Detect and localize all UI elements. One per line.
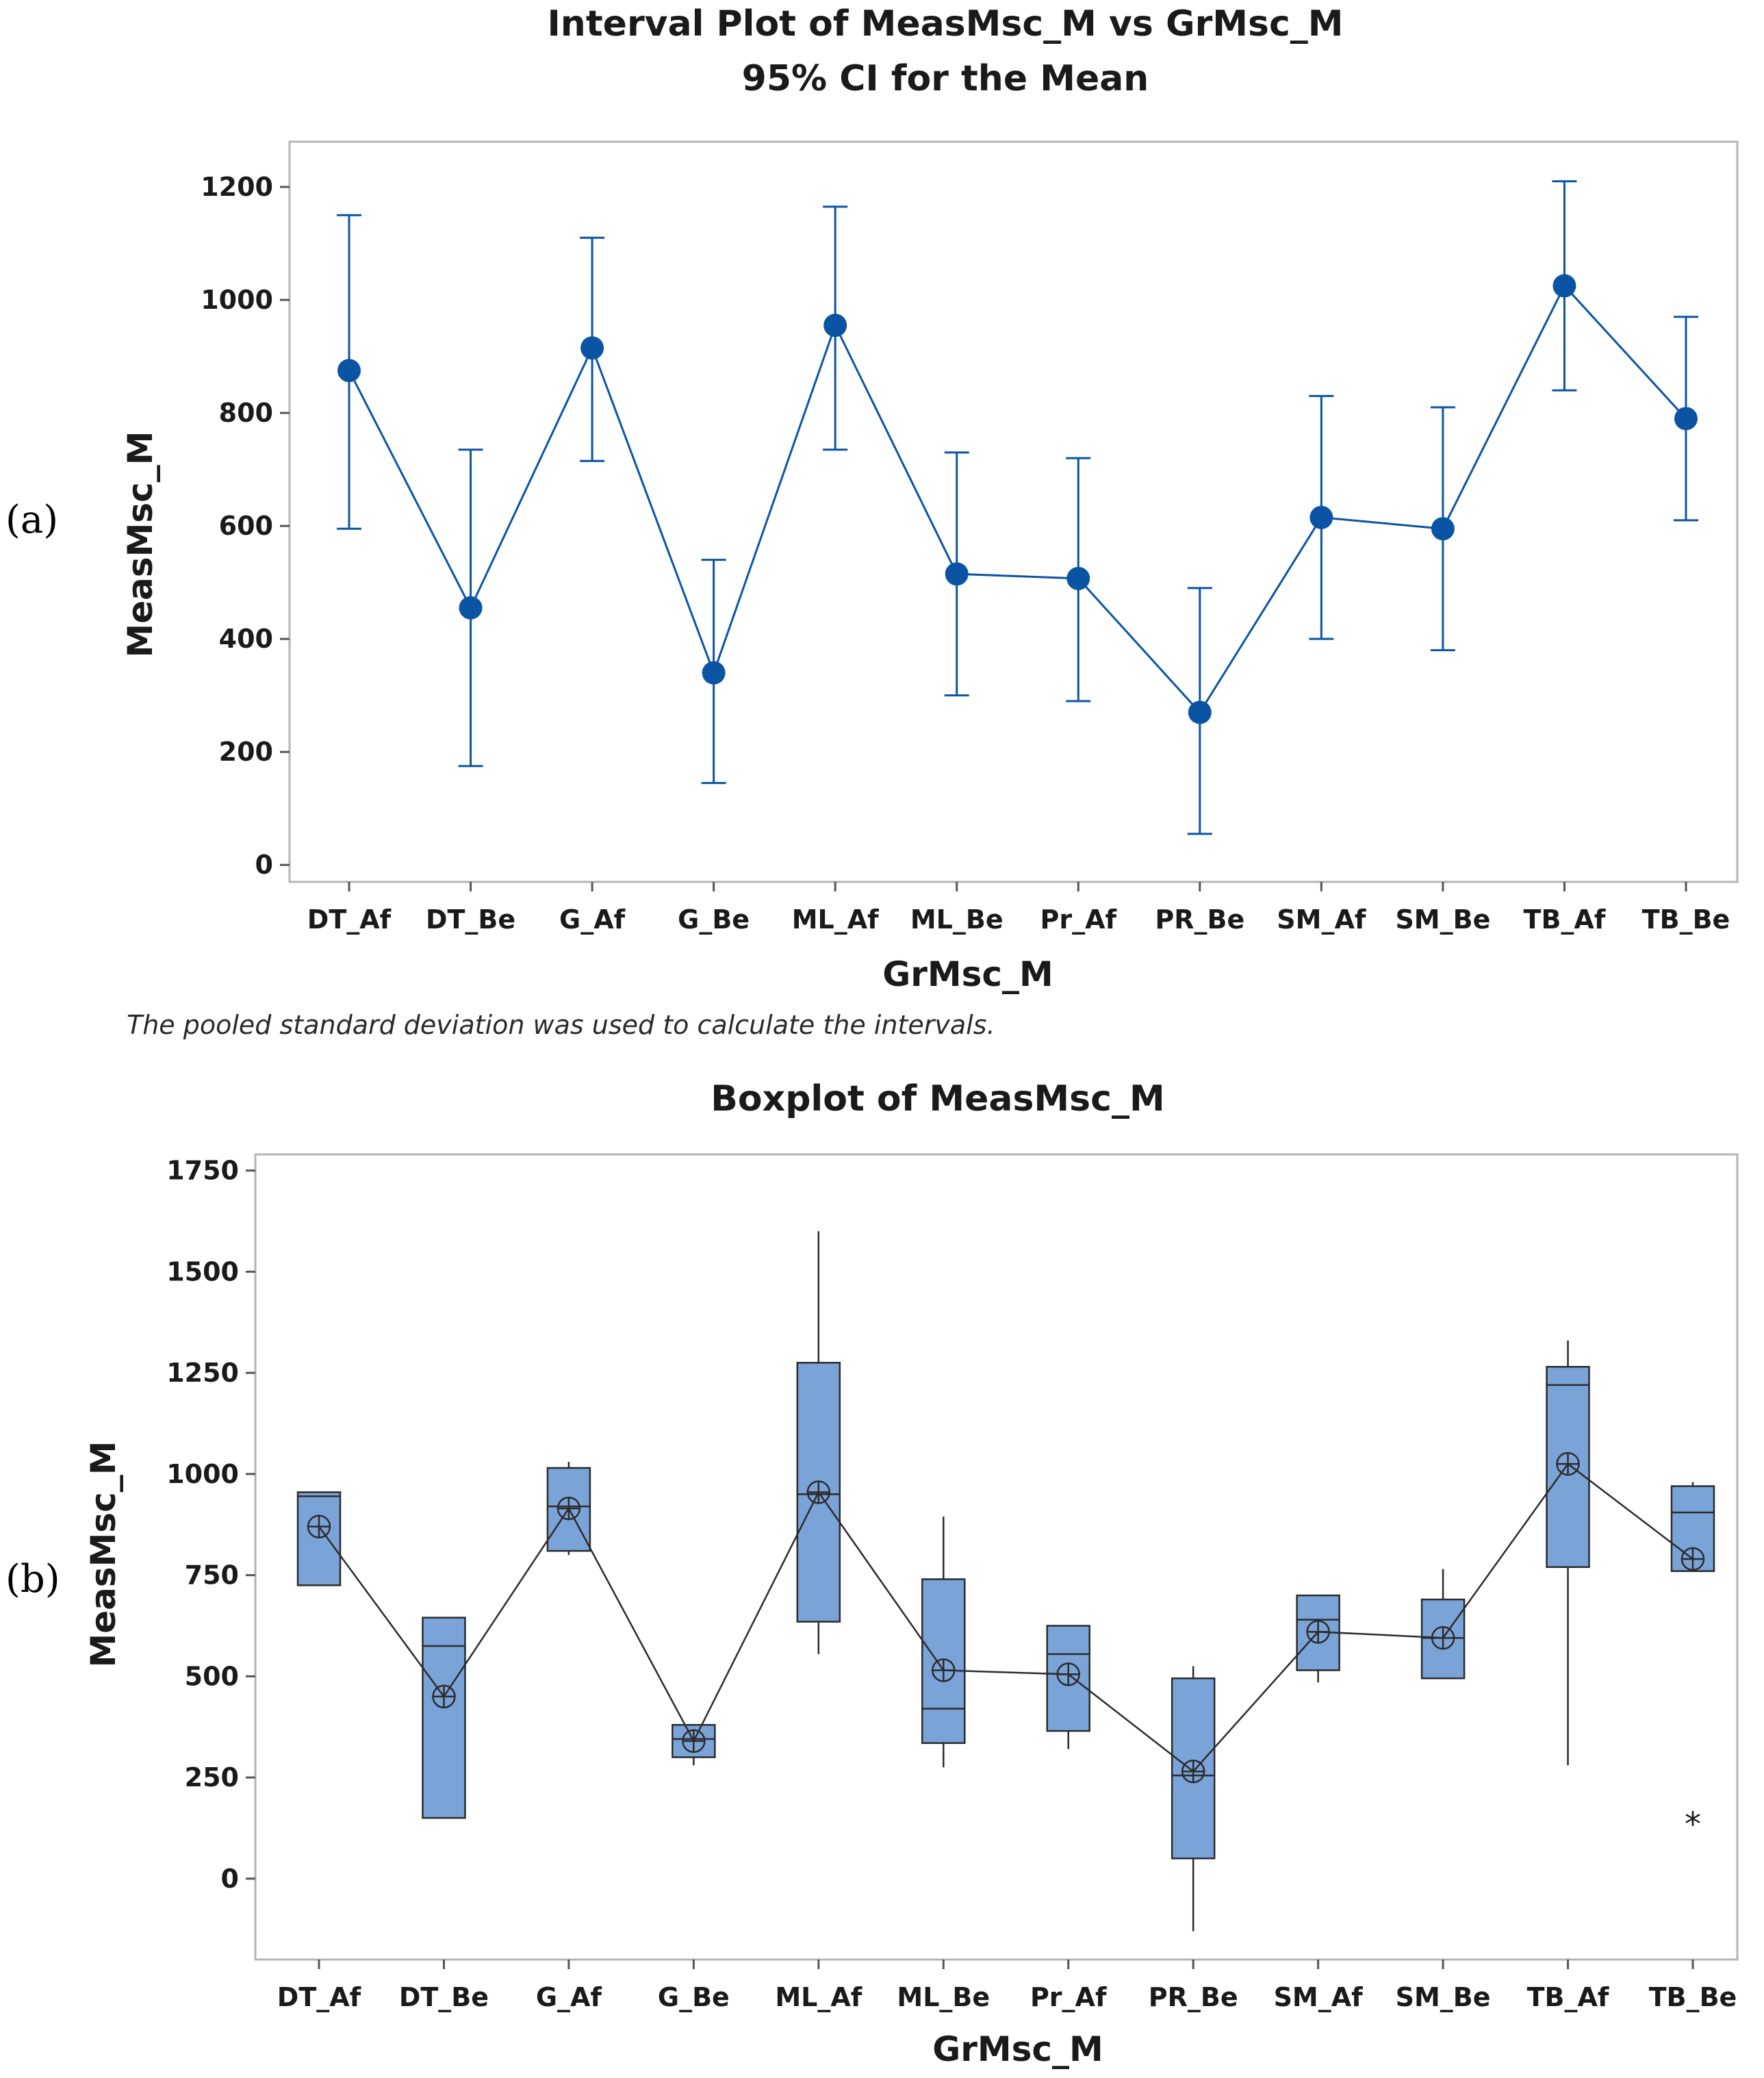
mean-symbol-sm-be [1431,1625,1455,1650]
mean-point-tb-af [1552,274,1576,298]
mean-point-sm-be [1431,517,1455,541]
box-x-tick-label-ml-af: ML_Af [775,1982,862,2012]
mean-symbol-g-af [557,1496,581,1521]
interval-plot-marks [337,180,1698,835]
interval-plot-footnote: The pooled standard deviation was used t… [127,1010,995,1040]
box-x-tick-label-pr-be: PR_Be [1149,1982,1238,2012]
mean-point-g-af [580,336,604,360]
box-x-tick-label-sm-af: SM_Af [1274,1982,1364,2012]
x-tick-label-g-af: G_Af [559,904,626,935]
box-x-tick-label-sm-be: SM_Be [1396,1982,1491,2012]
interval-plot-x-axis: DT_Af DT_Be G_Af G_Be ML_Af ML_Be Pr_Af PR_Be SM… [307,882,1730,935]
box-dt-af [296,1491,342,1586]
mean-point-g-be [702,661,726,685]
box-y-tick-label-1500: 1500 [166,1256,239,1287]
mean-point-ml-af [823,314,847,338]
x-tick-label-ml-be: ML_Be [910,904,1004,935]
mean-symbol-tb-af [1556,1452,1580,1476]
x-tick-label-pr-be: PR_Be [1155,904,1244,935]
box-y-tick-label-500: 500 [185,1661,239,1691]
box-x-tick-label-dt-be: DT_Be [399,1982,489,2012]
panel-label-b: (b) [5,1557,60,1601]
outlier-tb-be-0: * [1685,1805,1701,1844]
y-tick-label-0: 0 [255,850,273,880]
panel-label-a: (a) [5,498,58,542]
mean-symbol-pr-be [1181,1759,1205,1784]
mean-symbol-ml-be [932,1658,956,1682]
box-dt-be [422,1617,466,1819]
x-tick-label-tb-be: TB_Be [1642,904,1730,935]
interval-plot-y-axis: 0 200 400 600 800 1000 1200 [201,172,290,880]
interval-plot-title: Interval Plot of MeasMsc_M vs GrMsc_M [547,3,1343,45]
mean-symbol-tb-be [1680,1547,1705,1571]
y-tick-label-400: 400 [219,624,273,654]
y-tick-label-200: 200 [219,737,273,767]
interval-plot-mean-connect-line [348,283,1687,714]
mean-symbol-pr-af [1056,1662,1080,1686]
mean-symbol-ml-af [806,1480,831,1504]
mean-point-ml-be [945,562,969,586]
x-tick-label-tb-af: TB_Af [1524,904,1606,935]
box-x-tick-label-dt-af: DT_Af [277,1982,361,2012]
box-y-tick-label-1250: 1250 [166,1358,239,1388]
mean-symbol-sm-af [1306,1620,1330,1644]
boxplot-x-axis: DT_Af DT_Be G_Af G_Be ML_Af ML_Be Pr_Af PR_Be SM… [277,1960,1737,2012]
x-tick-label-ml-af: ML_Af [792,904,879,935]
boxplot-y-label: MeasMsc_M [84,1441,123,1667]
interval-plot-y-label: MeasMsc_M [120,431,160,657]
box-pr-af [1046,1625,1090,1732]
x-tick-label-sm-af: SM_Af [1277,904,1366,935]
box-y-tick-label-0: 0 [221,1864,239,1894]
mean-point-dt-be [459,596,483,620]
y-tick-label-1000: 1000 [201,285,273,315]
box-x-tick-label-g-af: G_Af [536,1982,602,2012]
box-x-tick-label-pr-af: Pr_Af [1030,1982,1107,2012]
mean-point-dt-af [337,359,361,383]
interval-plot: Interval Plot of MeasMsc_M vs GrMsc_M 95… [120,3,1739,1040]
mean-point-tb-be [1674,407,1698,431]
boxplot-frame [254,1153,1739,1961]
box-y-tick-label-250: 250 [185,1762,239,1792]
box-y-tick-label-1750: 1750 [166,1156,239,1186]
boxplot-x-label: GrMsc_M [932,2029,1103,2069]
y-tick-label-600: 600 [219,511,273,541]
box-x-tick-label-tb-af: TB_Af [1527,1982,1609,2012]
box-x-tick-label-tb-be: TB_Be [1649,1982,1737,2012]
y-tick-label-1200: 1200 [201,172,273,202]
x-tick-label-pr-af: Pr_Af [1040,904,1116,935]
mean-point-sm-af [1309,505,1333,529]
mean-point-pr-be [1188,700,1212,724]
interval-plot-subtitle: 95% CI for the Mean [742,58,1149,99]
box-y-tick-label-750: 750 [185,1560,239,1591]
x-tick-label-sm-be: SM_Be [1395,904,1490,935]
mean-symbol-g-be [682,1729,706,1753]
x-tick-label-dt-be: DT_Be [426,904,515,935]
interval-plot-x-label: GrMsc_M [882,954,1053,994]
interval-plot-frame [288,140,1739,883]
box-x-tick-label-g-be: G_Be [658,1982,730,2012]
boxplot-y-axis: 0 250 500 750 1000 1250 1500 1750 [166,1156,255,1894]
box-tb-af [1546,1366,1590,1569]
mean-symbol-dt-af [307,1515,331,1538]
boxplot-mean-connect-line [318,1462,1693,1773]
x-tick-label-dt-af: DT_Af [307,904,392,935]
mean-point-pr-af [1066,566,1090,590]
mean-symbol-dt-be [432,1684,456,1709]
box-x-tick-label-ml-be: ML_Be [897,1982,990,2012]
x-tick-label-g-be: G_Be [678,904,750,935]
box-y-tick-label-1000: 1000 [166,1459,239,1489]
boxplot: Boxplot of MeasMsc_M 0 250 500 750 1000 1250 1… [84,1078,1739,2069]
boxplot-title: Boxplot of MeasMsc_M [711,1078,1164,1119]
boxplot-marks: * [296,1231,1715,1931]
y-tick-label-800: 800 [219,398,273,428]
